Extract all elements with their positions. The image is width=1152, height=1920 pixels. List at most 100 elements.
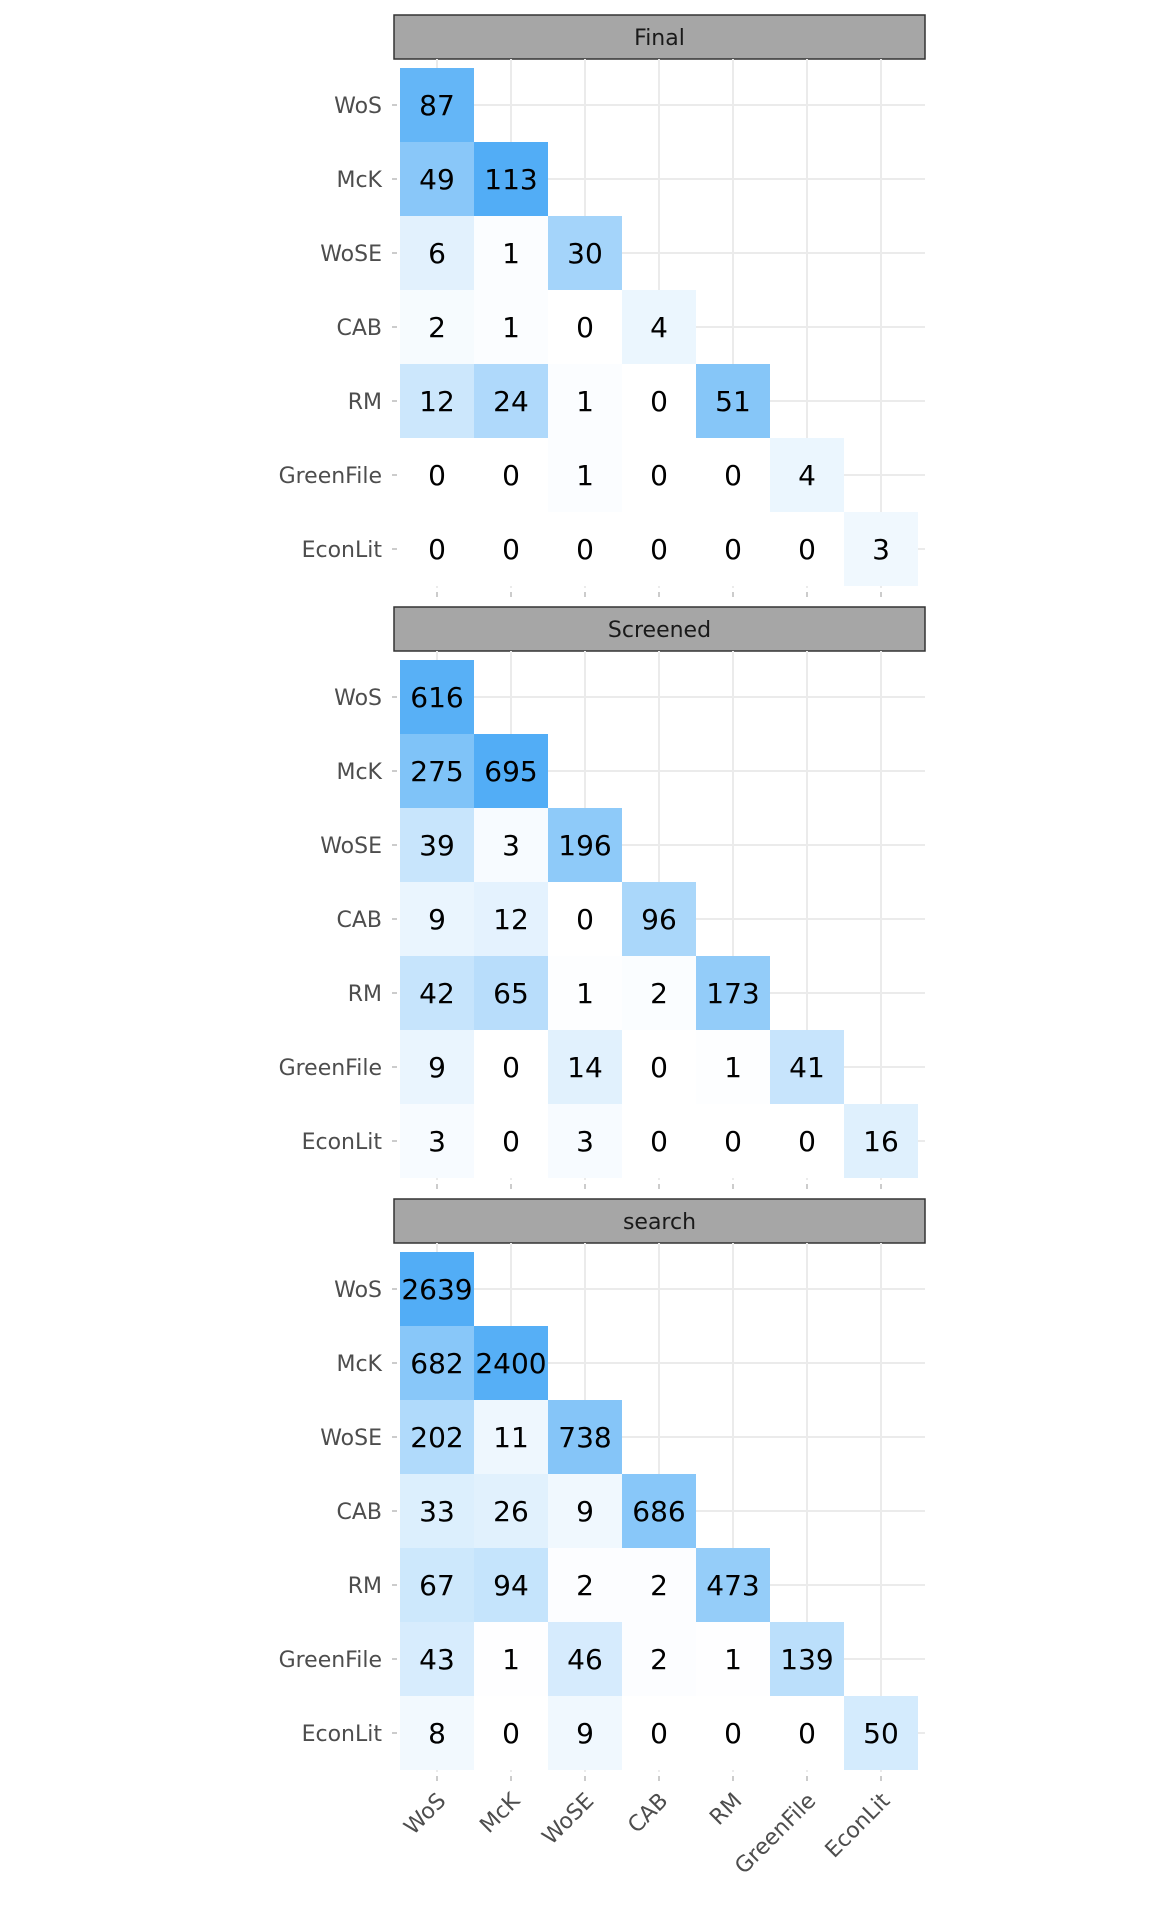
- heatmap-cell: [548, 1400, 622, 1474]
- heatmap-cell: [696, 438, 770, 512]
- cell-value: 26: [493, 1495, 529, 1528]
- cell-value: 0: [576, 533, 594, 566]
- heatmap-cell: [474, 1622, 548, 1696]
- heatmap-cell: [474, 1696, 548, 1770]
- cell-value: 46: [567, 1643, 603, 1676]
- heatmap-cell: [400, 1400, 474, 1474]
- cell-value: 2: [428, 311, 446, 344]
- heatmap-cell: [548, 1622, 622, 1696]
- heatmap-cell: [696, 1104, 770, 1178]
- heatmap-cell: [474, 1474, 548, 1548]
- cell-value: 2: [650, 1569, 668, 1602]
- heatmap-cell: [622, 1030, 696, 1104]
- cell-value: 11: [493, 1421, 529, 1454]
- cell-value: 30: [567, 237, 603, 270]
- heatmap-cell: [548, 882, 622, 956]
- y-tick-label: WoSE: [320, 242, 382, 267]
- cell-value: 0: [724, 533, 742, 566]
- heatmap-cell: [474, 1548, 548, 1622]
- heatmap-cell: [474, 1104, 548, 1178]
- cell-value: 0: [650, 1051, 668, 1084]
- facet-strip: [393, 14, 926, 60]
- heatmap-cell: [696, 512, 770, 586]
- cell-value: 1: [576, 459, 594, 492]
- cell-value: 2: [576, 1569, 594, 1602]
- heatmap-cell: [400, 808, 474, 882]
- cell-value: 0: [798, 1717, 816, 1750]
- cell-value: 9: [576, 1495, 594, 1528]
- x-tick-label: CAB: [623, 1789, 673, 1839]
- heatmap-cell: [400, 1326, 474, 1400]
- cell-value: 2400: [475, 1347, 546, 1380]
- cell-value: 139: [780, 1643, 833, 1676]
- heatmap-cell: [548, 1104, 622, 1178]
- cell-value: 41: [789, 1051, 825, 1084]
- y-tick-label: CAB: [336, 316, 382, 341]
- y-tick-label: GreenFile: [279, 464, 382, 489]
- cell-value: 473: [706, 1569, 759, 1602]
- heatmap-cell: [696, 1548, 770, 1622]
- facet-strip-label: search: [623, 1210, 696, 1235]
- heatmap-cell: [844, 1696, 918, 1770]
- heatmap-cell: [548, 1696, 622, 1770]
- cell-value: 2: [650, 1643, 668, 1676]
- heatmap-cell: [400, 142, 474, 216]
- y-tick-label: WoS: [334, 1278, 382, 1303]
- heatmap-cell: [400, 216, 474, 290]
- cell-value: 6: [428, 237, 446, 270]
- cell-value: 4: [798, 459, 816, 492]
- heatmap-cell: [548, 216, 622, 290]
- heatmap-cell: [622, 1474, 696, 1548]
- cell-value: 1: [724, 1051, 742, 1084]
- cell-value: 0: [428, 459, 446, 492]
- heatmap-cell: [622, 290, 696, 364]
- heatmap-cell: [622, 512, 696, 586]
- heatmap-cell: [622, 1548, 696, 1622]
- cell-value: 14: [567, 1051, 603, 1084]
- y-tick-label: WoSE: [320, 834, 382, 859]
- cell-value: 2639: [401, 1273, 472, 1306]
- cell-value: 0: [724, 1717, 742, 1750]
- y-tick-label: EconLit: [302, 1130, 383, 1155]
- y-tick-label: EconLit: [302, 538, 383, 563]
- cell-value: 0: [502, 533, 520, 566]
- heatmap-cell: [770, 1622, 844, 1696]
- cell-value: 0: [502, 459, 520, 492]
- heatmap-cell: [548, 290, 622, 364]
- cell-value: 65: [493, 977, 529, 1010]
- cell-value: 1: [724, 1643, 742, 1676]
- cell-value: 0: [724, 1125, 742, 1158]
- cell-value: 0: [650, 1717, 668, 1750]
- heatmap-cell: [474, 1326, 548, 1400]
- heatmap-cell: [474, 142, 548, 216]
- heatmap-cell: [400, 68, 474, 142]
- heatmap-cell: [400, 1548, 474, 1622]
- cell-value: 12: [493, 903, 529, 936]
- heatmap-cell: [474, 364, 548, 438]
- y-tick-label: RM: [348, 1574, 382, 1599]
- heatmap-cell: [548, 1548, 622, 1622]
- y-tick-label: WoSE: [320, 1426, 382, 1451]
- cell-value: 0: [576, 311, 594, 344]
- heatmap-cell: [844, 1104, 918, 1178]
- cell-value: 0: [650, 1125, 668, 1158]
- cell-value: 1: [502, 311, 520, 344]
- cell-value: 686: [632, 1495, 685, 1528]
- heatmap-cell: [400, 956, 474, 1030]
- heatmap-cell: [548, 808, 622, 882]
- heatmap-cell: [474, 1030, 548, 1104]
- cell-value: 43: [419, 1643, 455, 1676]
- cell-value: 96: [641, 903, 677, 936]
- cell-value: 0: [502, 1717, 520, 1750]
- heatmap-cell: [696, 1622, 770, 1696]
- heatmap-cell: [696, 1696, 770, 1770]
- cell-value: 9: [428, 1051, 446, 1084]
- cell-value: 0: [502, 1125, 520, 1158]
- heatmap-cell: [622, 1104, 696, 1178]
- y-tick-label: GreenFile: [279, 1648, 382, 1673]
- x-tick-label: WoSE: [538, 1789, 599, 1850]
- cell-value: 0: [798, 1125, 816, 1158]
- cell-value: 0: [798, 533, 816, 566]
